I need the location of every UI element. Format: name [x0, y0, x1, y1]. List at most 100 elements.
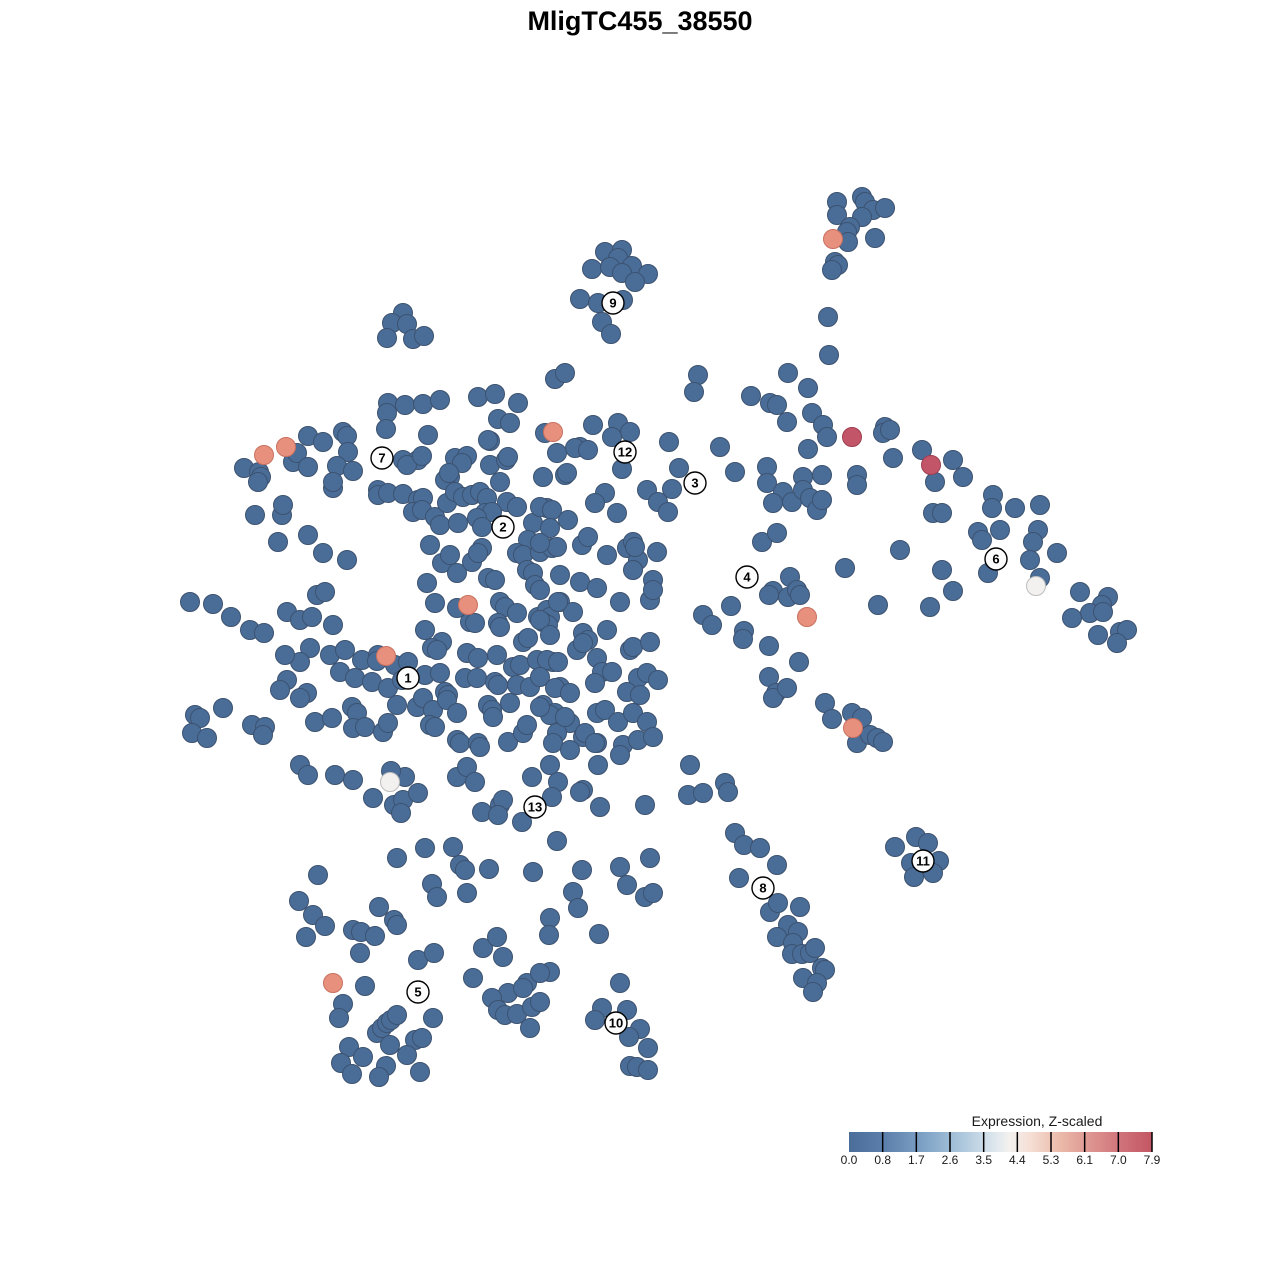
data-point	[180, 592, 200, 612]
data-point	[610, 973, 630, 993]
data-point	[450, 733, 470, 753]
data-point	[530, 667, 550, 687]
data-point	[875, 198, 895, 218]
cluster-label-circle	[396, 666, 420, 690]
data-point	[376, 419, 396, 439]
cluster-label-circle	[523, 795, 547, 819]
data-point	[387, 848, 407, 868]
data-point	[578, 440, 598, 460]
data-point	[643, 727, 663, 747]
data-point	[530, 697, 550, 717]
data-point	[750, 838, 770, 858]
data-point	[589, 924, 609, 944]
data-point	[397, 455, 417, 475]
data-point	[315, 916, 335, 936]
data-point	[982, 498, 1002, 518]
data-point	[635, 795, 655, 815]
data-point	[920, 597, 940, 617]
data-point	[1070, 582, 1090, 602]
cluster-label-circle	[370, 446, 394, 470]
data-point	[733, 629, 753, 649]
data-point	[822, 260, 842, 280]
mid-expression-cells	[380, 772, 400, 792]
cluster-label-number: 5	[414, 985, 421, 1000]
data-point	[625, 537, 645, 557]
mid-high-expression-cells	[276, 437, 296, 457]
data-point	[1088, 625, 1108, 645]
data-point	[1020, 550, 1040, 570]
data-point	[512, 812, 532, 832]
data-point	[602, 427, 622, 447]
data-point	[1023, 532, 1043, 552]
data-point	[643, 580, 663, 600]
data-point	[417, 573, 437, 593]
data-point	[777, 412, 797, 432]
data-point	[498, 732, 518, 752]
mid-high-expression-cells	[323, 973, 343, 993]
data-point	[759, 585, 779, 605]
data-point	[607, 503, 627, 523]
data-point	[253, 725, 273, 745]
data-point	[570, 572, 590, 592]
data-point	[485, 384, 505, 404]
data-point	[539, 925, 559, 945]
cluster-label-circle	[911, 849, 935, 873]
mid-high-expression-cells	[376, 646, 396, 666]
data-point	[602, 662, 622, 682]
mid-expression-cells	[1026, 576, 1046, 596]
data-point	[518, 628, 538, 648]
data-point	[270, 680, 290, 700]
data-point	[420, 535, 440, 555]
data-point	[557, 463, 577, 483]
data-point	[483, 707, 503, 727]
data-point	[819, 345, 839, 365]
data-point	[547, 537, 567, 557]
cluster-label-circle	[735, 565, 759, 589]
data-point	[313, 432, 333, 452]
data-point	[790, 897, 810, 917]
data-point	[752, 532, 772, 552]
cluster-label-number: 13	[528, 800, 542, 815]
data-point	[329, 1008, 349, 1028]
data-point	[418, 425, 438, 445]
high-expression-cells	[842, 427, 862, 447]
data-point	[410, 1062, 430, 1082]
data-point	[540, 625, 560, 645]
legend-tick-label: 4.4	[1009, 1153, 1026, 1167]
data-point	[355, 976, 375, 996]
data-point	[932, 503, 952, 523]
data-point	[777, 678, 797, 698]
data-point	[587, 578, 607, 598]
data-point	[610, 745, 630, 765]
data-point	[245, 505, 265, 525]
data-point	[478, 430, 498, 450]
data-point	[827, 205, 847, 225]
data-point	[430, 663, 450, 683]
mid-high-expression-cells	[843, 718, 863, 738]
cluster-label-number: 1	[404, 671, 411, 686]
data-point	[803, 982, 823, 1002]
data-point	[880, 420, 900, 440]
data-point	[470, 737, 490, 757]
data-point	[425, 593, 445, 613]
data-point	[767, 523, 787, 543]
data-point	[485, 570, 505, 590]
data-point	[662, 479, 682, 499]
data-point	[342, 1064, 362, 1084]
data-point	[1107, 633, 1127, 653]
data-point	[608, 712, 628, 732]
data-point	[457, 883, 477, 903]
data-point	[1030, 495, 1050, 515]
data-point	[487, 927, 507, 947]
legend-title: Expression, Z-scaled	[972, 1113, 1103, 1129]
cluster-label-number: 9	[609, 296, 616, 311]
legend-tick-label: 2.6	[942, 1153, 959, 1167]
data-point	[563, 602, 583, 622]
data-point	[805, 938, 825, 958]
data-point	[638, 1038, 658, 1058]
data-point	[463, 968, 483, 988]
data-point	[729, 868, 749, 888]
data-point	[322, 708, 342, 728]
data-point	[530, 610, 550, 630]
data-point	[597, 620, 617, 640]
